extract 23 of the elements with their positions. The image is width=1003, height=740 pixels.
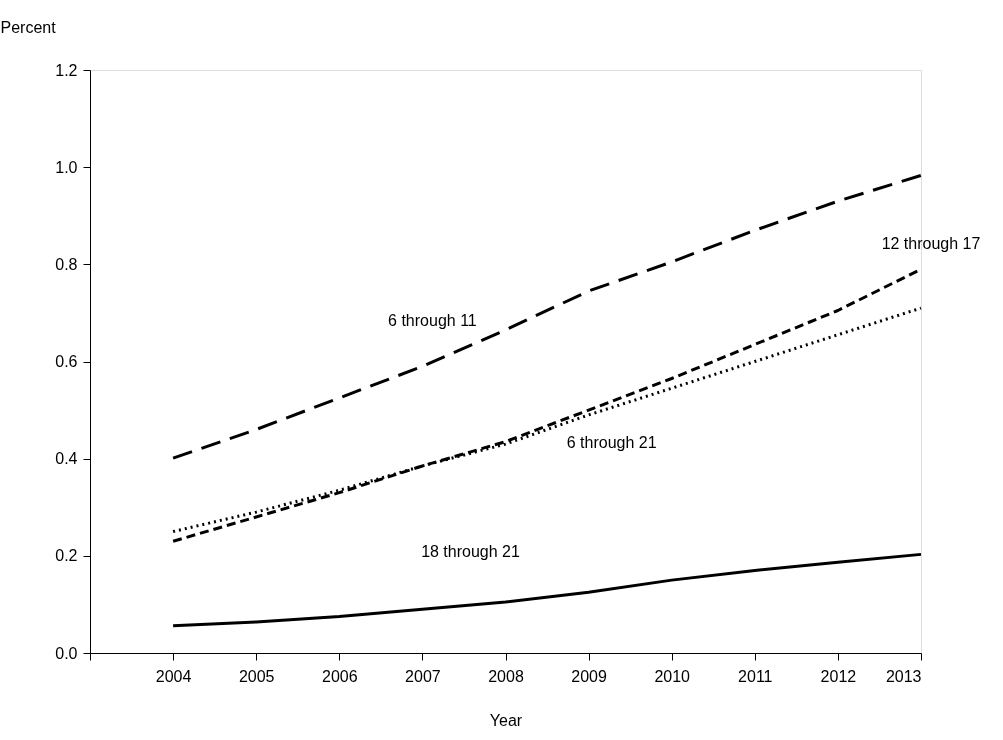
y-axis-title: Percent	[0, 18, 57, 36]
y-tick-label: 1.0	[55, 158, 78, 176]
y-tick-label: 1.2	[55, 61, 78, 79]
series-label: 12 through 17	[881, 235, 981, 253]
x-tick-label: 2012	[820, 667, 857, 685]
x-tick-label: 2011	[738, 667, 773, 685]
x-tick-label: 2013	[885, 667, 922, 685]
y-tick-label: 0.8	[55, 255, 78, 273]
x-tick-label: 2009	[571, 667, 607, 685]
x-axis-title: Year	[489, 711, 523, 729]
x-tick-label: 2008	[488, 667, 524, 685]
y-tick-label: 0.4	[55, 450, 78, 468]
x-tick-label: 2004	[155, 667, 192, 685]
x-tick-label: 2007	[405, 667, 441, 685]
y-tick-label: 0.0	[55, 644, 78, 662]
series-label: 6 through 11	[388, 312, 477, 330]
text: 18 through 21	[421, 542, 520, 560]
y-tick-label: 0.2	[55, 547, 78, 565]
series-label: 6 through 21	[566, 434, 657, 452]
x-tick-label: 2010	[654, 667, 691, 685]
x-tick-label: 2005	[238, 667, 275, 685]
x-tick-label: 2006	[322, 667, 358, 685]
y-tick-label: 0.6	[55, 353, 78, 370]
